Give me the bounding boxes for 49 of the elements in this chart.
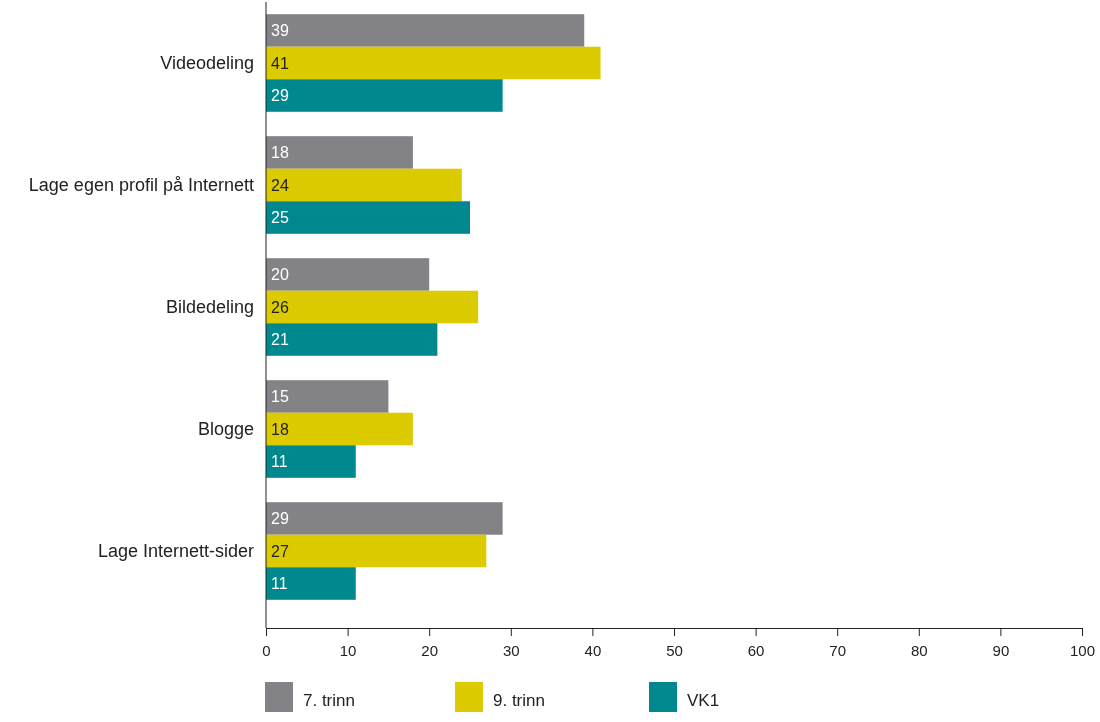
x-tick-label: 30 bbox=[502, 641, 520, 659]
bar bbox=[266, 290, 479, 324]
bar bbox=[266, 46, 601, 80]
data-label: 11 bbox=[271, 453, 288, 471]
data-label: 29 bbox=[271, 510, 289, 528]
y-tick-label: Blogge bbox=[197, 419, 254, 440]
bar bbox=[266, 412, 413, 446]
bar bbox=[266, 502, 503, 535]
data-label: 27 bbox=[271, 542, 289, 560]
bar bbox=[266, 136, 413, 169]
data-label: 39 bbox=[271, 22, 289, 40]
y-tick-label: Bildedeling bbox=[165, 297, 254, 318]
x-tick-label: 100 bbox=[1069, 641, 1096, 659]
data-label: 11 bbox=[271, 575, 288, 593]
data-label: 24 bbox=[271, 176, 289, 194]
bar bbox=[266, 14, 585, 47]
x-tick-label: 0 bbox=[262, 641, 271, 659]
data-label: 21 bbox=[271, 331, 289, 349]
x-tick-label: 10 bbox=[339, 641, 357, 659]
bar bbox=[266, 445, 356, 478]
x-tick-label: 40 bbox=[584, 641, 602, 659]
bar bbox=[266, 567, 356, 600]
y-tick-label: Lage Internett-sider bbox=[97, 541, 255, 562]
x-tick-label: 70 bbox=[829, 641, 847, 659]
bar bbox=[266, 168, 462, 202]
y-tick-label: Videodeling bbox=[160, 53, 254, 74]
bar bbox=[266, 534, 487, 568]
x-tick-label: 50 bbox=[666, 641, 683, 659]
x-tick-label: 20 bbox=[421, 641, 439, 659]
data-label: 20 bbox=[271, 266, 289, 284]
legend-label: 7. trinn bbox=[303, 691, 355, 710]
data-label: 29 bbox=[271, 87, 289, 105]
bar bbox=[266, 323, 438, 356]
x-tick-label: 60 bbox=[747, 641, 765, 659]
data-label: 25 bbox=[271, 209, 289, 227]
legend-label: 9. trinn bbox=[493, 691, 545, 710]
data-label: 26 bbox=[271, 298, 289, 316]
data-label: 18 bbox=[271, 144, 289, 162]
x-tick-label: 90 bbox=[992, 641, 1010, 659]
bar bbox=[266, 258, 430, 291]
data-label: 18 bbox=[271, 420, 289, 438]
y-tick-label: Lage egen profil på Internett bbox=[28, 175, 254, 196]
bar bbox=[266, 79, 503, 112]
bar bbox=[266, 201, 470, 234]
data-label: 15 bbox=[271, 388, 289, 406]
bar bbox=[266, 380, 389, 413]
data-label: 41 bbox=[271, 54, 289, 72]
x-tick-label: 80 bbox=[910, 641, 928, 659]
legend-label: VK1 bbox=[687, 691, 720, 710]
